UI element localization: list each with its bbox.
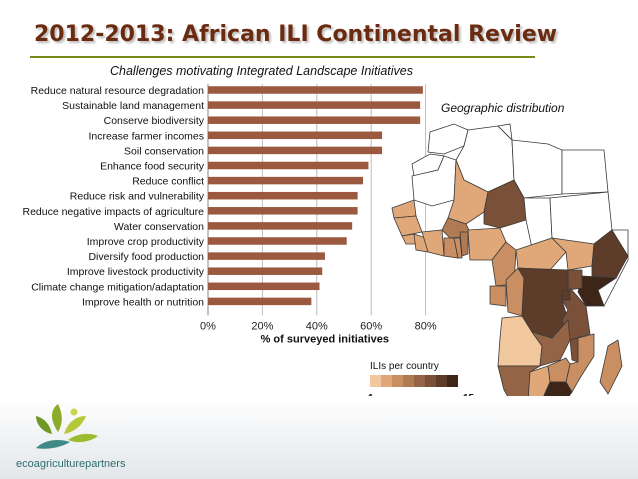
x-tick-label: 40% xyxy=(306,320,328,332)
category-label: Improve livestock productivity xyxy=(67,266,205,278)
map-country xyxy=(489,285,507,307)
slide-title: 2012-2013: African ILI Continental Revie… xyxy=(34,22,558,47)
map-country xyxy=(550,237,595,271)
category-label: Improve crop productivity xyxy=(87,236,205,248)
bar xyxy=(208,161,369,170)
bar xyxy=(208,101,421,109)
bar-chart: 0% 20% 40% 60% 80% Reduce natural resource de… xyxy=(22,84,437,345)
chart-subtitle: Challenges motivating Integrated Landsca… xyxy=(110,64,413,78)
title-underline xyxy=(30,56,535,58)
legend-swatch xyxy=(414,375,425,387)
map-country xyxy=(459,231,469,257)
legend-swatch xyxy=(447,375,458,387)
map-country xyxy=(391,199,417,219)
map-country xyxy=(569,337,579,363)
category-label: Reduce risk and vulnerability xyxy=(70,191,205,203)
map-country xyxy=(483,179,527,229)
map-label: Geographic distribution xyxy=(441,101,565,115)
x-tick-label: 60% xyxy=(360,320,382,332)
slide-footer xyxy=(0,396,638,479)
legend-color-scale xyxy=(370,375,458,387)
category-label: Climate change mitigation/adaptation xyxy=(31,281,204,293)
x-tick-label: 0% xyxy=(200,320,216,332)
map-country xyxy=(549,191,613,245)
category-label: Reduce natural resource degradation xyxy=(31,85,205,97)
bar xyxy=(208,116,421,124)
africa-map xyxy=(391,123,629,415)
category-label: Improve health or nutrition xyxy=(82,296,204,308)
map-country xyxy=(567,269,583,291)
category-label: Reduce negative impacts of agriculture xyxy=(22,206,204,218)
legend-swatch xyxy=(425,375,436,387)
map-country xyxy=(515,237,567,271)
legend-swatch xyxy=(392,375,403,387)
bar xyxy=(208,267,323,275)
bar xyxy=(208,237,347,245)
bar xyxy=(208,146,383,155)
category-label: Increase farmer incomes xyxy=(88,130,204,142)
map-country xyxy=(491,241,517,287)
map-country xyxy=(453,237,463,259)
map-country xyxy=(393,215,423,237)
legend-title: ILIs per country xyxy=(370,361,439,372)
map-country xyxy=(421,229,445,257)
bar xyxy=(208,252,325,260)
bar xyxy=(208,297,312,306)
legend-swatch xyxy=(381,375,392,387)
x-axis-label: % of surveyed initiatives xyxy=(261,333,389,345)
category-label: Sustainable land management xyxy=(62,100,204,112)
bar xyxy=(208,207,358,215)
legend-swatch xyxy=(403,375,414,387)
x-tick-label: 80% xyxy=(415,320,437,332)
x-tick-label: 20% xyxy=(251,320,273,332)
map-country xyxy=(577,275,618,307)
category-label: Water conservation xyxy=(114,221,204,233)
map-country xyxy=(561,289,571,301)
map-country xyxy=(561,149,609,195)
bar xyxy=(208,191,358,200)
legend-swatch xyxy=(436,375,447,387)
legend-swatch xyxy=(370,375,381,387)
bar xyxy=(208,131,383,140)
ecoagriculture-logo-icon xyxy=(36,404,98,449)
bar xyxy=(208,282,320,291)
logo-text: ecoagriculturepartners xyxy=(16,458,126,470)
map-country xyxy=(530,319,571,367)
bar xyxy=(208,176,364,185)
map-country xyxy=(599,339,623,395)
bar xyxy=(208,86,423,94)
map-country xyxy=(497,123,513,142)
category-label: Enhance food security xyxy=(100,161,205,173)
category-label: Diversify food production xyxy=(88,251,204,263)
category-label: Conserve biodiversity xyxy=(104,115,205,127)
bar xyxy=(208,222,353,230)
category-label: Soil conservation xyxy=(124,145,204,157)
category-label: Reduce conflict xyxy=(132,176,204,188)
